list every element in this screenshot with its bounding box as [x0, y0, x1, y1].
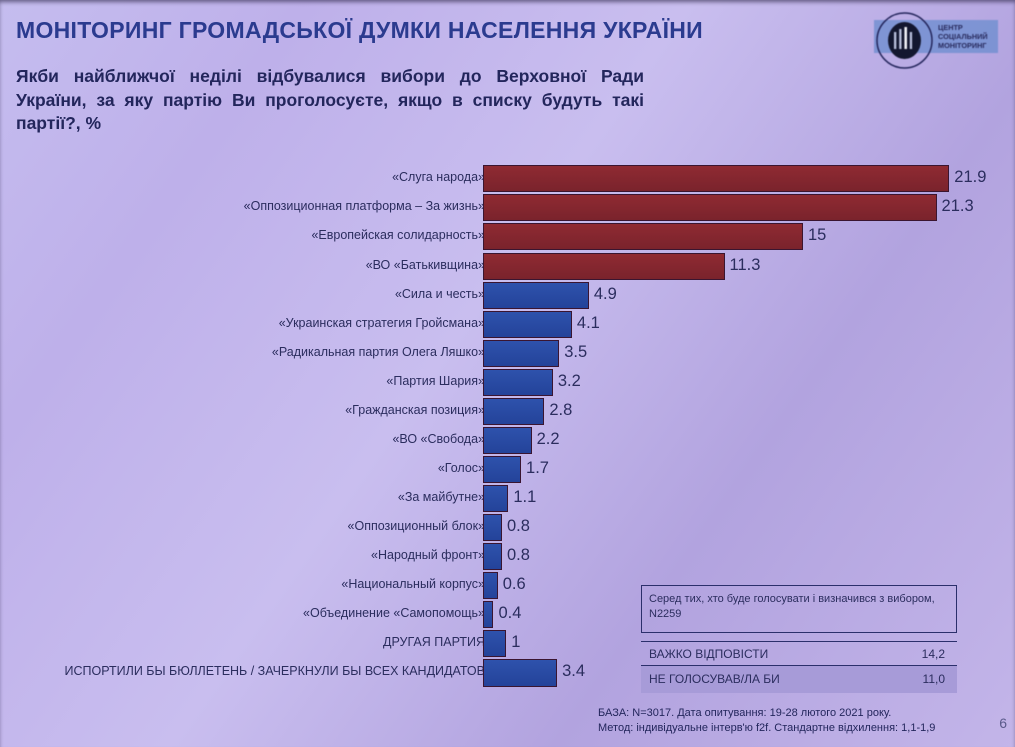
svg-text:ЦЕНТР: ЦЕНТР [938, 23, 963, 32]
svg-text:СОЦІАЛЬНИЙ: СОЦІАЛЬНИЙ [938, 32, 988, 41]
svg-text:МОНІТОРИНГ: МОНІТОРИНГ [938, 41, 987, 50]
